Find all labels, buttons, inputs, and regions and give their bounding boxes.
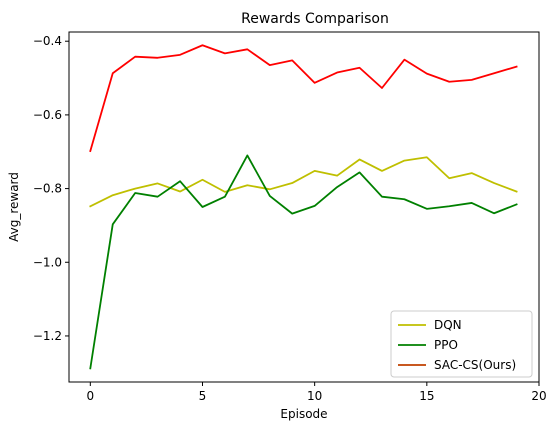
y-tick-label: −0.6 — [33, 108, 62, 122]
x-tick-label: 0 — [86, 389, 94, 403]
x-tick-label: 5 — [199, 389, 207, 403]
plot-area — [68, 31, 540, 383]
axes-frame — [68, 31, 540, 383]
y-axis-ticks: −1.2 −1.0 −0.8 −0.6 −0.4 — [33, 34, 69, 343]
x-tick-label: 20 — [531, 389, 546, 403]
series-line-ppo — [89, 154, 518, 370]
x-axis-ticks: 0 5 10 15 20 — [86, 382, 547, 403]
series-line-dqn — [89, 156, 518, 208]
x-axis-label: Episode — [280, 407, 327, 421]
series-lines — [89, 44, 518, 370]
y-axis-label: Avg_reward — [7, 172, 21, 242]
y-tick-label: −1.0 — [33, 255, 62, 269]
legend-label: SAC-CS(Ours) — [434, 358, 516, 372]
legend-box — [390, 310, 533, 378]
legend: DQN PPO SAC-CS(Ours) — [390, 310, 533, 378]
y-tick-label: −1.2 — [33, 329, 62, 343]
legend-label: DQN — [434, 318, 462, 332]
legend-label: PPO — [434, 338, 458, 352]
series-line-sac-cs-ours — [89, 44, 518, 153]
y-tick-label: −0.4 — [33, 34, 62, 48]
y-tick-label: −0.8 — [33, 182, 62, 196]
x-tick-label: 15 — [419, 389, 434, 403]
chart-title: Rewards Comparison — [241, 11, 389, 27]
x-tick-label: 10 — [307, 389, 322, 403]
